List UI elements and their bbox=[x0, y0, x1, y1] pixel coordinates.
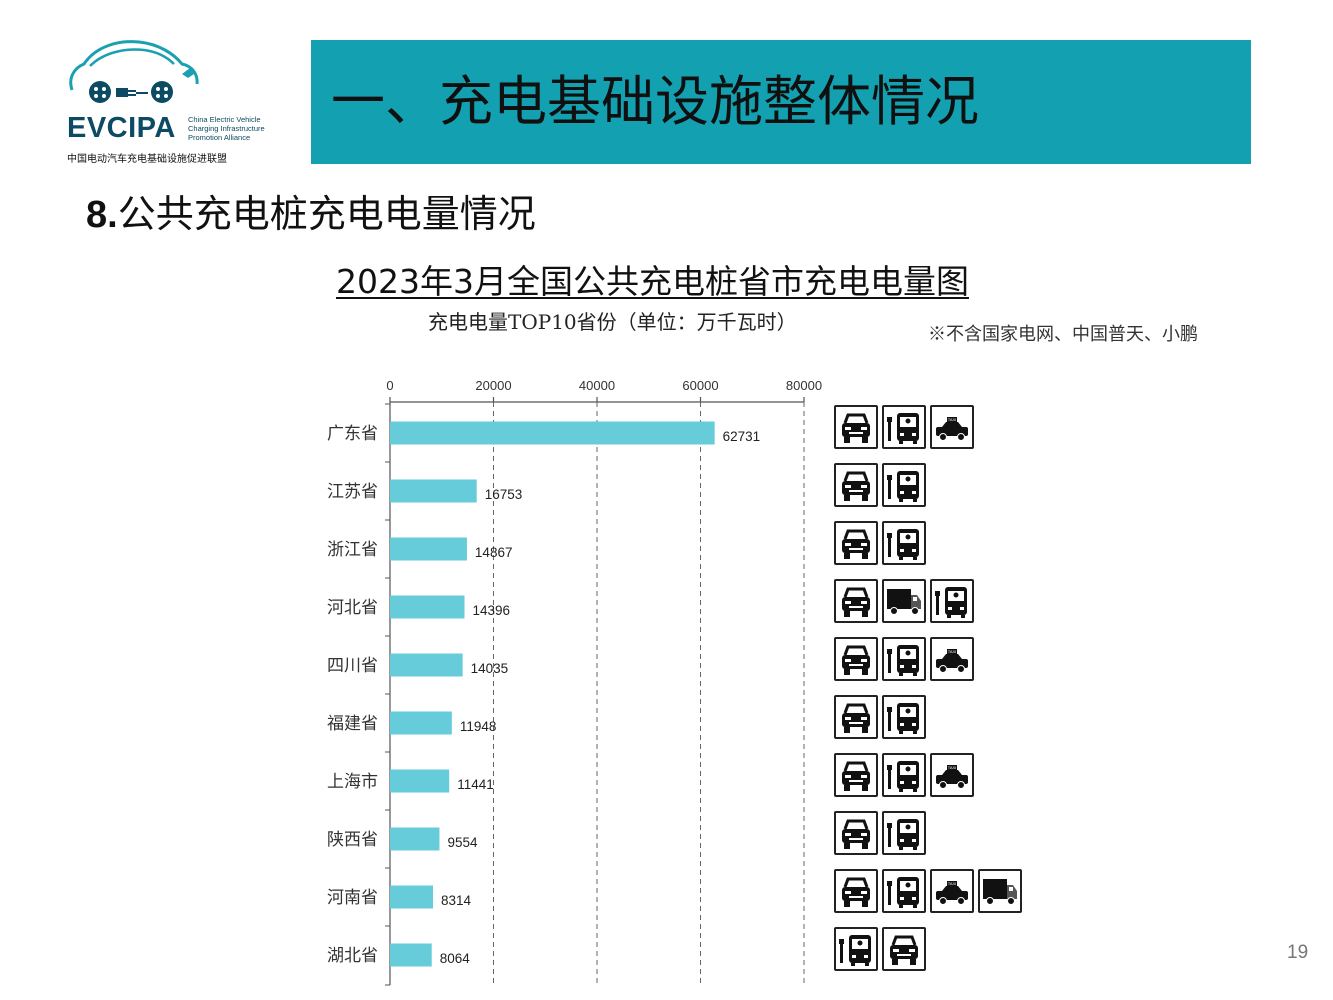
category-label: 浙江省 bbox=[327, 540, 378, 560]
data-label: 8314 bbox=[441, 893, 472, 908]
bar bbox=[390, 595, 465, 619]
x-tick-label: 60000 bbox=[682, 378, 718, 393]
svg-text:TAXI: TAXI bbox=[948, 417, 957, 422]
category-label: 河北省 bbox=[327, 598, 378, 618]
chart-subtitle: 充电电量TOP10省份（单位：万千瓦时） bbox=[428, 310, 797, 334]
taxi-icon: TAXI bbox=[930, 405, 974, 449]
bar bbox=[390, 479, 477, 503]
data-label: 11441 bbox=[457, 777, 494, 792]
bar bbox=[390, 653, 463, 677]
bus-icon bbox=[930, 579, 974, 623]
svg-text:TAXI: TAXI bbox=[948, 765, 957, 770]
bar-chart: 0 20000 40000 60000 80000 广东省 62731 江苏省 16753 浙江省… bbox=[327, 378, 822, 986]
data-label: 14867 bbox=[475, 545, 513, 560]
bar bbox=[390, 421, 715, 445]
car-icon bbox=[834, 405, 878, 449]
bus-icon bbox=[882, 405, 926, 449]
car-icon bbox=[834, 695, 878, 739]
car-icon bbox=[834, 521, 878, 565]
data-label: 14396 bbox=[472, 603, 510, 618]
logo-name: EVCIPA bbox=[67, 112, 176, 144]
category-label: 陕西省 bbox=[327, 830, 378, 850]
bar bbox=[390, 885, 434, 909]
page-title: 一、充电基础设施整体情况 bbox=[331, 70, 979, 133]
data-label: 9554 bbox=[447, 835, 478, 850]
data-label: 62731 bbox=[723, 429, 761, 444]
bus-icon bbox=[834, 927, 878, 971]
bus-icon bbox=[882, 753, 926, 797]
x-tick-label: 0 bbox=[386, 378, 393, 393]
x-tick-label: 20000 bbox=[475, 378, 511, 393]
ev-car-plug-icon bbox=[69, 40, 199, 103]
chart-title: 2023年3月全国公共充电桩省市充电电量图 bbox=[336, 262, 969, 301]
category-label: 江苏省 bbox=[327, 482, 378, 502]
bar bbox=[390, 827, 440, 851]
category-label: 广东省 bbox=[327, 424, 378, 444]
category-label: 河南省 bbox=[327, 888, 378, 908]
x-tick-label: 80000 bbox=[786, 378, 822, 393]
bus-icon bbox=[882, 869, 926, 913]
car-icon bbox=[834, 637, 878, 681]
bus-icon bbox=[882, 637, 926, 681]
bar bbox=[390, 769, 450, 793]
category-label: 湖北省 bbox=[327, 946, 378, 966]
chart-note: ※不含国家电网、中国普天、小鹏 bbox=[928, 324, 1198, 345]
data-label: 14035 bbox=[471, 661, 509, 676]
bus-icon bbox=[882, 811, 926, 855]
category-label: 上海市 bbox=[327, 772, 378, 792]
data-label: 11948 bbox=[460, 719, 497, 734]
x-tick-label: 40000 bbox=[579, 378, 615, 393]
bus-icon bbox=[882, 695, 926, 739]
bar bbox=[390, 537, 467, 561]
taxi-icon: TAXI bbox=[930, 753, 974, 797]
page-number: 19 bbox=[1287, 942, 1309, 963]
car-icon bbox=[834, 869, 878, 913]
car-icon bbox=[834, 579, 878, 623]
data-label: 8064 bbox=[440, 951, 471, 966]
car-icon bbox=[834, 811, 878, 855]
section-title-text: 公共充电桩充电电量情况 bbox=[117, 192, 536, 236]
section-number: 8. bbox=[86, 194, 118, 236]
taxi-icon: TAXI bbox=[930, 637, 974, 681]
header-banner: 一、充电基础设施整体情况 bbox=[311, 40, 1251, 164]
truck-icon bbox=[978, 869, 1022, 913]
logo-chinese-name: 中国电动汽车充电基础设施促进联盟 bbox=[67, 154, 227, 165]
bus-icon bbox=[882, 463, 926, 507]
category-label: 四川省 bbox=[327, 656, 378, 676]
category-label: 福建省 bbox=[327, 714, 378, 734]
car-icon bbox=[834, 753, 878, 797]
svg-text:TAXI: TAXI bbox=[948, 649, 957, 654]
evcipa-logo: EVCIPA China Electric Vehicle Charging I… bbox=[62, 38, 277, 166]
data-label: 16753 bbox=[485, 487, 523, 502]
car-icon bbox=[882, 927, 926, 971]
bar bbox=[390, 943, 432, 967]
bar bbox=[390, 711, 452, 735]
taxi-icon: TAXI bbox=[930, 869, 974, 913]
car-icon bbox=[834, 463, 878, 507]
svg-text:TAXI: TAXI bbox=[948, 881, 957, 886]
truck-icon bbox=[882, 579, 926, 623]
bus-icon bbox=[882, 521, 926, 565]
logo-english-name: China Electric Vehicle Charging Infrastr… bbox=[188, 115, 265, 142]
section-title: 8.公共充电桩充电电量情况 bbox=[86, 183, 536, 238]
